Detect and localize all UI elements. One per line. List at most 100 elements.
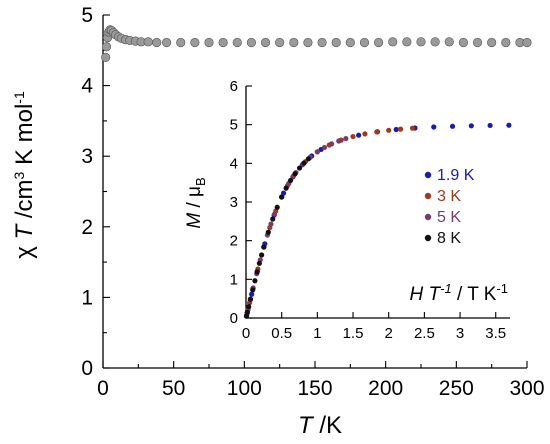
chi-t-data-point [458, 37, 469, 48]
chi-t-data-point [218, 37, 228, 48]
legend-marker [424, 234, 432, 242]
inset-x-tick-label: 0.5 [271, 325, 292, 342]
inset-magnetization-plot: 0 0.5 1 1.5 2 2.5 3 3.5 0 1 2 3 4 5 6 1.9 K 3 K 5 K 8 K M… [184, 78, 512, 342]
magnetization-data-point [356, 132, 362, 138]
magnetization-data-point [336, 138, 342, 144]
inset-x-axis-title: H T-1 / T K-1 [410, 281, 508, 305]
inset-x-tick-label: 3 [456, 325, 464, 342]
chi-t-data-point [289, 37, 299, 48]
chi-t-data-point [204, 37, 214, 48]
legend-label: 8 K [437, 230, 461, 247]
inset-background [246, 86, 510, 318]
main-y-tick-label: 4 [81, 75, 93, 98]
magnetization-data-point [374, 129, 380, 135]
magnetization-data-point [329, 141, 335, 147]
magnetization-data-point [350, 133, 356, 140]
magnetization-data-point [301, 160, 307, 166]
legend-marker [424, 171, 432, 179]
magnetization-data-point [397, 126, 404, 132]
chi-t-data-point [345, 37, 355, 48]
inset-x-tick-label: 2 [385, 325, 393, 342]
magnetization-data-point [506, 122, 512, 128]
inset-y-tick-label: 6 [230, 78, 238, 95]
inset-x-tick-label: 0 [242, 325, 250, 342]
magnetization-data-point [431, 124, 437, 130]
main-y-tick-label: 0 [81, 357, 93, 380]
magnetization-data-point [292, 171, 298, 177]
inset-x-tick-label: 3.5 [485, 325, 506, 342]
chi-t-data-point [331, 37, 341, 48]
inset-y-tick-label: 3 [230, 194, 238, 211]
magnetization-data-point [274, 204, 280, 210]
chi-t-data-point [430, 37, 440, 47]
inset-y-tick-label: 2 [230, 233, 238, 250]
chi-t-data-point [232, 37, 242, 48]
legend-label: 5 K [437, 209, 461, 226]
inset-x-tick-label: 1 [313, 325, 321, 342]
magnetization-data-point [250, 287, 256, 293]
chi-t-data-point [388, 37, 398, 47]
main-x-axis-title: T /K [298, 412, 342, 439]
legend-label: 3 K [437, 188, 461, 205]
magnetization-data-point [305, 156, 312, 162]
magnetization-data-point [449, 123, 456, 129]
chi-t-data-point [317, 37, 327, 48]
magnetization-data-point [409, 125, 416, 131]
chi-t-data-point [246, 37, 256, 48]
magnetization-data-point [271, 211, 278, 217]
magnetization-data-point [256, 260, 262, 266]
magnetization-data-point [279, 194, 285, 200]
chi-t-data-point [190, 37, 200, 48]
main-x-tick-label: 300 [509, 377, 544, 400]
chi-t-data-point [260, 37, 271, 48]
main-y-tick-label: 3 [81, 145, 93, 168]
legend-label: 1.9 K [437, 167, 475, 184]
inset-y-axis-title: M / μB [184, 177, 208, 228]
magnetization-data-point [265, 229, 271, 235]
chi-t-data-point [522, 37, 532, 48]
main-y-axis-title: χ T /cm3 K mol-1 [11, 91, 38, 259]
magnetization-data-point [280, 190, 287, 196]
chi-t-data-point [101, 52, 111, 62]
chi-t-data-point [444, 37, 454, 47]
chi-t-data-point [402, 37, 412, 47]
chi-t-data-point [501, 37, 511, 48]
magnetization-data-point [487, 122, 493, 129]
main-y-tick-label: 5 [81, 4, 93, 27]
magnetization-data-point [244, 309, 250, 315]
magnetization-data-point [287, 177, 294, 184]
magnetization-data-point [252, 278, 258, 284]
magnetization-data-point [249, 291, 255, 297]
inset-y-tick-label: 1 [230, 271, 238, 288]
inset-x-tick-label: 1.5 [343, 325, 364, 342]
legend-marker [424, 192, 432, 200]
main-x-tick-label: 150 [297, 377, 332, 400]
magnetization-data-point [314, 149, 320, 155]
chi-t-data-point [472, 37, 483, 48]
chi-t-data-point [374, 37, 384, 48]
chi-t-data-point [359, 37, 370, 48]
magnetization-data-point [343, 135, 349, 142]
inset-y-tick-label: 4 [230, 155, 238, 172]
chi-t-data-point [152, 37, 162, 48]
chi-t-data-point [162, 37, 172, 48]
main-x-tick-label: 100 [227, 377, 262, 400]
main-y-tick-label: 2 [81, 216, 93, 239]
magnetization-data-point [247, 296, 254, 302]
magnetization-data-point [261, 244, 267, 250]
magnetization-data-point [254, 269, 260, 275]
inset-y-tick-label: 5 [230, 117, 238, 134]
inset-y-tick-label: 0 [230, 310, 238, 327]
main-y-tick-label: 1 [81, 286, 93, 309]
magnetization-data-point [270, 216, 276, 222]
magnetization-data-point [393, 126, 399, 133]
magnetization-data-point [386, 127, 392, 133]
magnetization-data-point [321, 144, 328, 151]
main-x-tick-label: 200 [368, 377, 403, 400]
chi-t-data-point [101, 42, 112, 52]
chi-t-data-point [275, 37, 285, 48]
chi-t-data-point [176, 37, 186, 48]
main-x-tick-label: 0 [97, 377, 109, 400]
